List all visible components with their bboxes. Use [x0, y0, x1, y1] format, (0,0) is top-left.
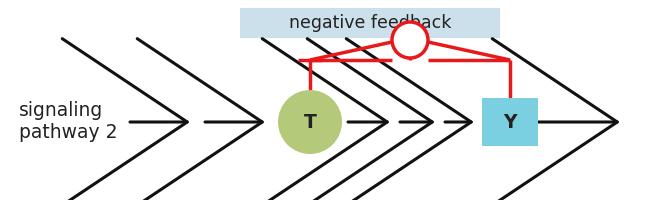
Text: negative feedback: negative feedback [289, 14, 451, 32]
Text: Y: Y [503, 112, 517, 132]
FancyBboxPatch shape [482, 98, 538, 146]
Ellipse shape [278, 90, 342, 154]
Text: T: T [304, 112, 316, 132]
Text: signaling
pathway 2: signaling pathway 2 [19, 102, 117, 142]
FancyBboxPatch shape [240, 8, 500, 38]
Circle shape [392, 22, 428, 58]
